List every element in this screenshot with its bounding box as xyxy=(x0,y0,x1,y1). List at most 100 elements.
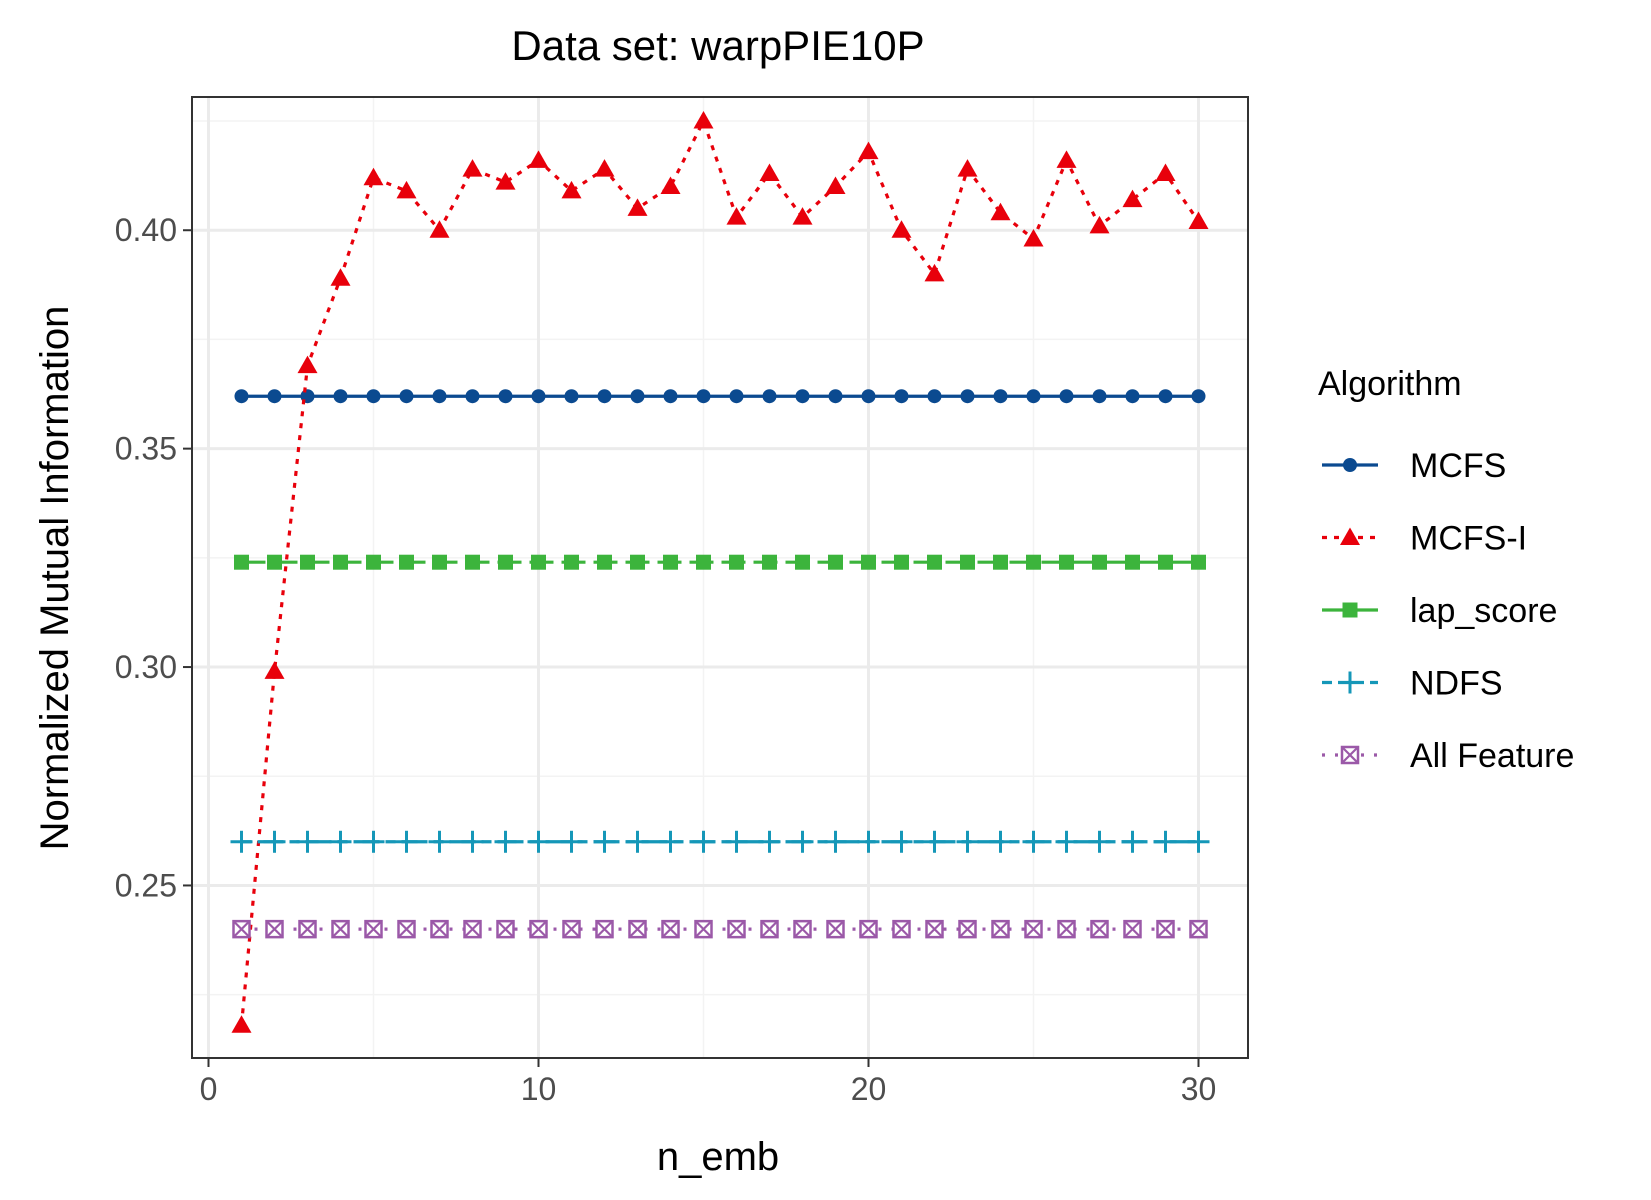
data-point-mcfs xyxy=(795,389,810,404)
data-point-ndfs xyxy=(956,830,979,853)
x-tick-label: 30 xyxy=(1181,1071,1217,1107)
data-point-ndfs xyxy=(494,830,517,853)
data-point-ndfs xyxy=(428,830,451,853)
data-point-mcfs-i xyxy=(1188,211,1209,229)
data-point-lap-score xyxy=(1092,554,1107,570)
panel-background xyxy=(192,97,1248,1058)
data-point-ndfs xyxy=(1088,830,1111,853)
legend-item-mcfs-i: MCFS-I xyxy=(1322,520,1527,558)
data-point-all-feature xyxy=(529,919,548,939)
data-point-lap-score xyxy=(762,554,777,570)
data-point-mcfs xyxy=(333,389,348,404)
data-point-ndfs xyxy=(1187,830,1210,853)
data-point-mcfs-i xyxy=(825,176,846,195)
square-x-line xyxy=(826,920,845,938)
square-x-line xyxy=(1189,920,1208,938)
legend-label: MCFS xyxy=(1410,447,1506,485)
data-point-mcfs xyxy=(1059,389,1074,404)
data-point-lap-score xyxy=(267,554,282,570)
data-point-mcfs-i xyxy=(759,163,780,181)
data-point-lap-score xyxy=(663,554,678,570)
data-point-mcfs-i xyxy=(891,220,912,238)
data-point-lap-score xyxy=(1158,554,1173,570)
data-point-lap-score xyxy=(300,554,315,570)
data-point-lap-score xyxy=(1125,554,1140,570)
grid xyxy=(192,97,1248,1058)
data-point-ndfs xyxy=(527,830,550,853)
x-tick-label: 20 xyxy=(851,1071,887,1107)
data-point-lap-score xyxy=(861,554,876,570)
data-point-all-feature xyxy=(364,919,383,939)
data-point-all-feature xyxy=(232,919,251,939)
axes: 0 10 20 30 0.25 0.30 0.35 0.40 xyxy=(115,212,1217,1107)
data-point-mcfs-i xyxy=(495,172,516,190)
y-tick-label: 0.25 xyxy=(115,867,177,903)
data-point-lap-score xyxy=(1191,554,1206,570)
legend-item-mcfs: MCFS xyxy=(1322,447,1506,485)
data-point-mcfs xyxy=(366,389,381,404)
data-point-lap-score xyxy=(729,554,744,570)
square-x-line xyxy=(991,920,1010,938)
square-x-line xyxy=(760,920,779,938)
data-point-mcfs xyxy=(564,389,579,404)
legend-key-marker xyxy=(1342,602,1358,618)
data-point-mcfs-i xyxy=(1155,163,1176,181)
square-x-line xyxy=(628,920,647,938)
data-point-lap-score xyxy=(927,554,942,570)
data-point-lap-score xyxy=(399,554,414,570)
x-tick-label: 0 xyxy=(200,1071,218,1107)
data-point-mcfs-i xyxy=(363,167,384,186)
data-point-mcfs xyxy=(234,389,249,404)
series-lap-score xyxy=(234,554,1206,570)
data-point-all-feature xyxy=(397,919,416,939)
data-point-ndfs xyxy=(395,830,418,853)
data-point-ndfs xyxy=(890,830,913,853)
data-point-mcfs-i xyxy=(1122,189,1143,208)
square-x-line xyxy=(1024,920,1043,938)
data-point-all-feature xyxy=(463,919,482,939)
data-point-mcfs-i xyxy=(726,207,747,225)
data-point-mcfs xyxy=(1026,389,1041,404)
y-tick-label: 0.40 xyxy=(115,212,177,248)
data-point-all-feature xyxy=(694,919,713,939)
data-point-all-feature xyxy=(892,919,911,939)
data-point-mcfs-i xyxy=(330,268,351,286)
square-x-line xyxy=(925,920,944,938)
legend-key-marker xyxy=(1343,458,1357,472)
data-point-mcfs-i xyxy=(1056,150,1077,168)
legend-label: NDFS xyxy=(1410,665,1503,703)
data-point-lap-score xyxy=(366,554,381,570)
data-point-lap-score xyxy=(1026,554,1041,570)
square-x-line xyxy=(265,920,284,938)
panel-border xyxy=(191,96,1249,1059)
data-point-ndfs xyxy=(725,830,748,853)
square-x-line xyxy=(496,920,515,938)
data-point-ndfs xyxy=(362,830,385,853)
data-point-mcfs-i xyxy=(792,207,813,225)
data-point-mcfs xyxy=(1191,389,1206,404)
square-x-line xyxy=(1341,746,1359,764)
square-x-line xyxy=(595,920,614,938)
data-point-all-feature xyxy=(1057,919,1076,939)
data-point-lap-score xyxy=(564,554,579,570)
data-point-mcfs-i xyxy=(561,180,582,199)
data-point-mcfs xyxy=(531,389,546,404)
data-point-mcfs-i xyxy=(990,202,1011,221)
data-point-all-feature xyxy=(826,919,845,939)
data-point-ndfs xyxy=(296,830,319,853)
data-point-lap-score xyxy=(465,554,480,570)
legend-label: All Feature xyxy=(1410,737,1574,775)
data-point-lap-score xyxy=(597,554,612,570)
data-point-lap-score xyxy=(828,554,843,570)
data-point-mcfs-i xyxy=(462,159,483,177)
data-point-ndfs xyxy=(659,830,682,853)
data-point-all-feature xyxy=(1156,919,1175,939)
square-x-line xyxy=(859,920,878,938)
data-point-mcfs xyxy=(861,389,876,404)
y-axis-title: Normalized Mutual Information xyxy=(33,306,77,851)
data-point-mcfs xyxy=(1158,389,1173,404)
data-point-mcfs xyxy=(960,389,975,404)
legend-key-marker xyxy=(1339,671,1361,694)
data-point-ndfs xyxy=(230,830,253,853)
